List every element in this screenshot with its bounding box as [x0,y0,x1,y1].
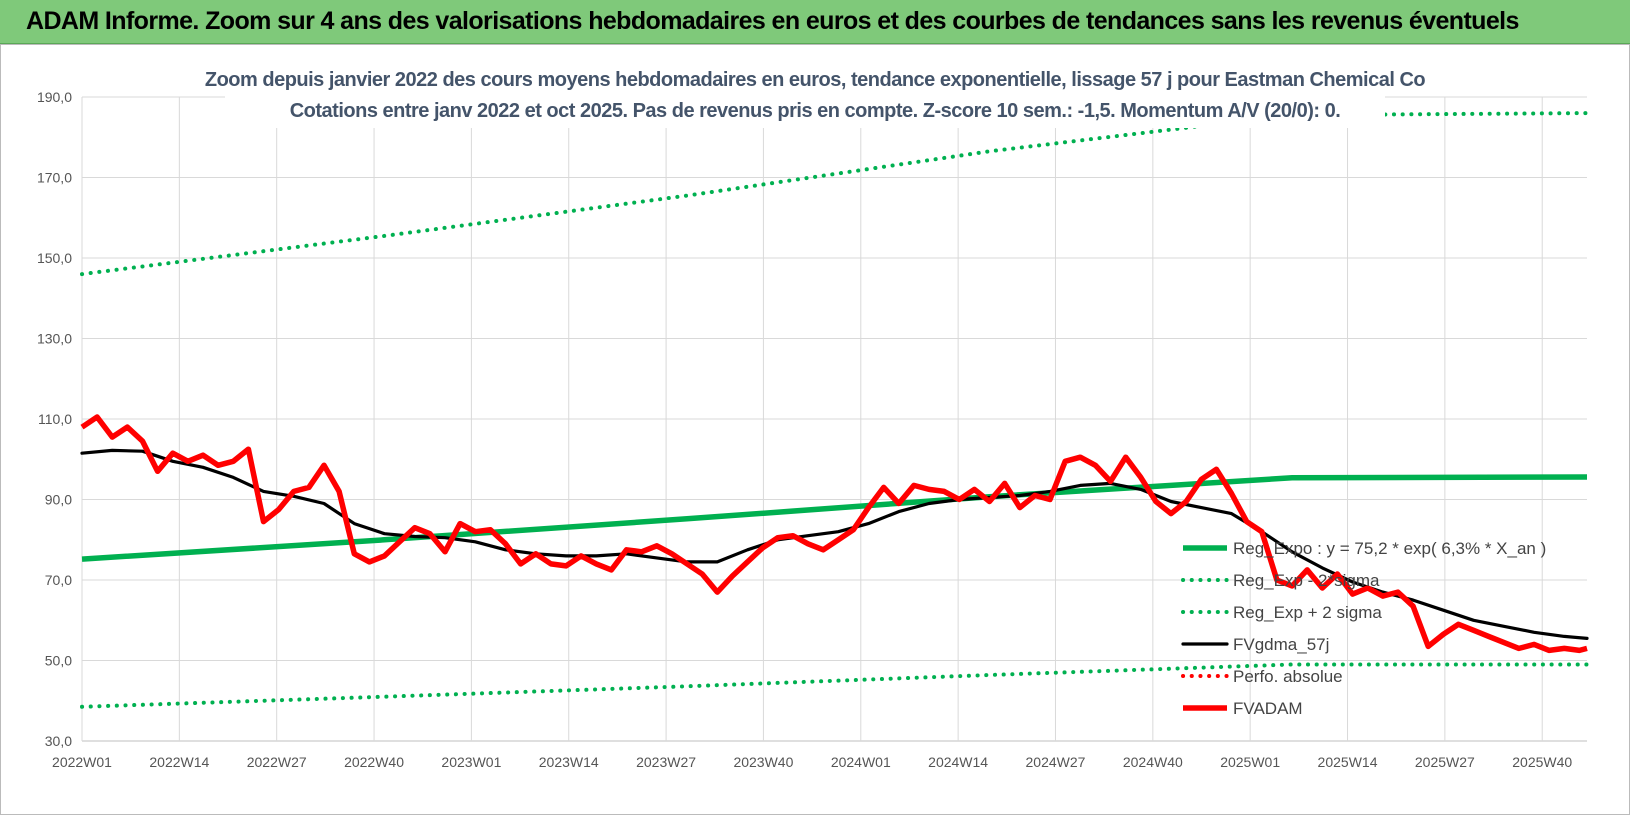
legend-label: Reg_Exp + 2 sigma [1233,603,1382,622]
legend-label: FVgdma_57j [1233,635,1329,654]
legend-label: Reg_Exp - 2*sigma [1233,571,1380,590]
x-tick-label: 2023W14 [539,754,599,770]
x-tick-label: 2023W40 [733,754,793,770]
series-line-0 [81,474,1588,562]
y-tick-label: 110,0 [38,411,72,427]
y-tick-label: 70,0 [45,572,72,588]
x-tick-label: 2025W40 [1512,754,1572,770]
x-tick-label: 2025W14 [1318,754,1378,770]
x-tick-label: 2025W27 [1415,754,1475,770]
x-tick-label: 2022W01 [52,754,112,770]
x-tick-label: 2022W40 [344,754,404,770]
x-tick-label: 2024W01 [831,754,891,770]
series-line-2 [80,111,1589,277]
chart-subtitle: Cotations entre janv 2022 et oct 2025. P… [290,100,1341,122]
banner: ADAM Informe. Zoom sur 4 ans des valoris… [0,0,1630,44]
y-tick-label: 50,0 [45,653,72,669]
x-tick-label: 2024W14 [928,754,988,770]
x-tick-label: 2023W01 [441,754,501,770]
x-tick-label: 2024W27 [1026,754,1086,770]
series-line-1 [80,662,1589,709]
legend-label: Reg_Expo : y = 75,2 * exp( 6,3% * X_an ) [1233,539,1546,558]
series-line-4 [80,414,1588,654]
y-tick-label: 150,0 [37,250,72,266]
y-tick-label: 30,0 [45,733,72,749]
banner-title: ADAM Informe. Zoom sur 4 ans des valoris… [26,7,1519,35]
legend-label: FVADAM [1233,699,1303,718]
chart-title: Zoom depuis janvier 2022 des cours moyen… [205,69,1426,91]
y-tick-label: 90,0 [45,492,72,508]
y-tick-label: 130,0 [37,331,72,347]
y-tick-label: 190,0 [37,89,72,105]
legend-label: Perfo. absolue [1233,667,1343,686]
x-tick-label: 2023W27 [636,754,696,770]
x-tick-label: 2025W01 [1220,754,1280,770]
y-tick-label: 170,0 [37,170,72,186]
title-background [225,62,1385,128]
x-tick-label: 2022W27 [247,754,307,770]
x-tick-label: 2024W40 [1123,754,1183,770]
x-tick-label: 2022W14 [149,754,209,770]
